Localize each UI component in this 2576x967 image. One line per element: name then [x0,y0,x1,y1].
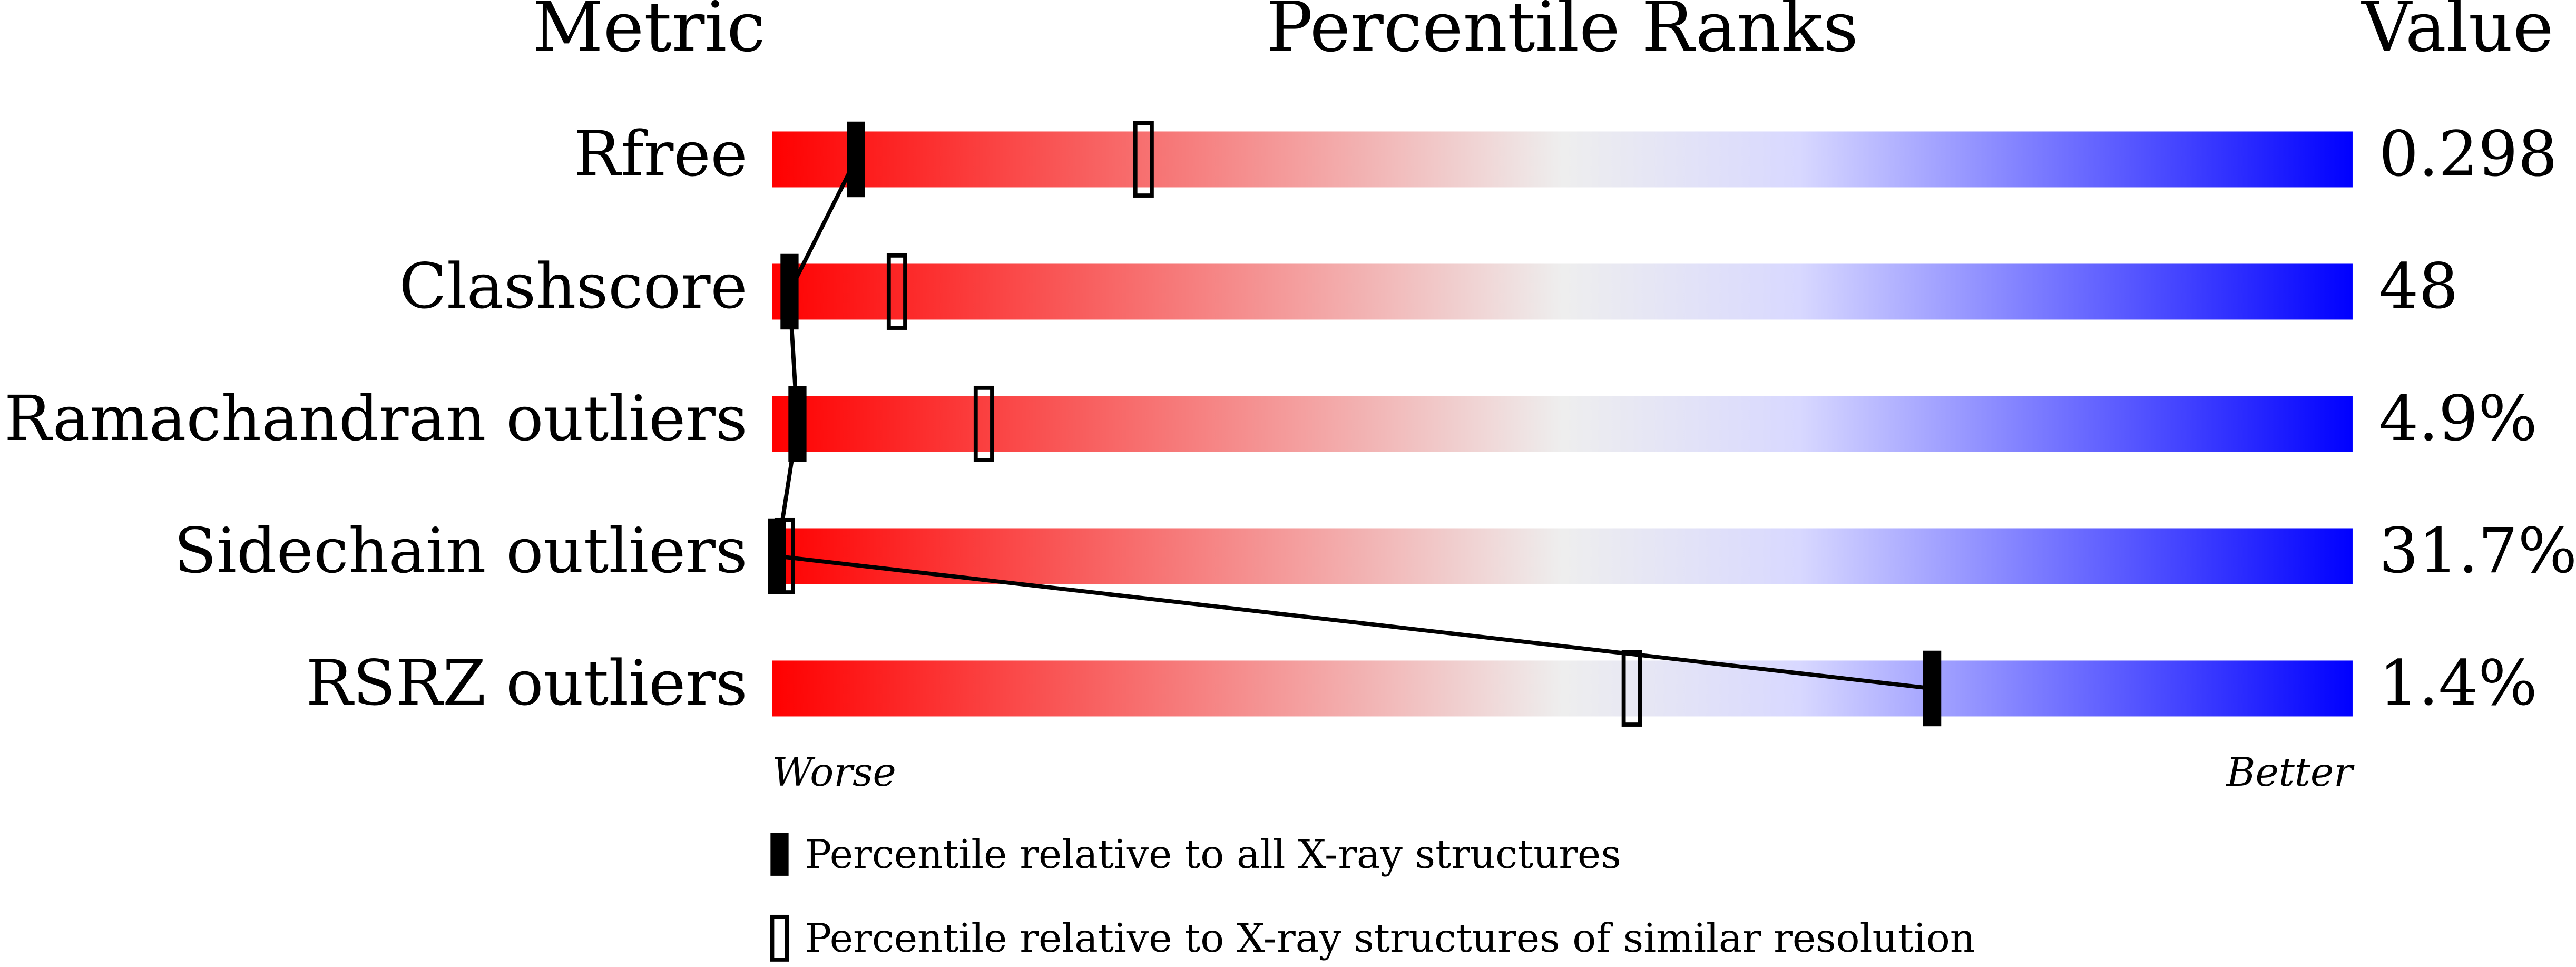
metric-value: 1.4% [2379,647,2538,719]
metric-label: Ramachandran outliers [4,382,748,455]
x-high-label: Better [2225,749,2355,795]
marker-hollow [774,517,795,594]
marker-hollow [886,253,907,330]
marker-hollow [1133,121,1154,198]
percentile-bar [772,660,2353,717]
metric-label: Sidechain outliers [174,514,748,587]
x-low-label: Worse [772,749,896,795]
legend-marker [770,914,789,962]
marker-filled [1923,650,1942,727]
marker-hollow [1621,650,1642,727]
marker-filled [847,121,865,198]
metric-value: 31.7% [2379,514,2576,587]
legend-label: Percentile relative to X-ray structures … [805,915,1975,961]
metric-value: 0.298 [2379,118,2558,190]
metric-label: Rfree [574,118,748,190]
value-header: Value [2360,0,2553,67]
marker-hollow [973,385,994,462]
percentile-bar [772,528,2353,584]
metric-header: Metric [533,0,766,67]
percentile-bar [772,263,2353,320]
metric-value: 48 [2379,250,2459,323]
legend-label: Percentile relative to all X-ray structu… [805,832,1621,877]
legend-marker [770,833,789,876]
marker-filled [788,386,807,462]
chart-title: Percentile Ranks [1266,0,1858,67]
metric-label: Clashscore [399,250,747,323]
marker-filled [780,253,799,330]
percentile-bar [772,396,2353,452]
metric-label: RSRZ outliers [306,647,748,719]
percentile-bar [772,131,2353,188]
metric-value: 4.9% [2379,382,2538,455]
